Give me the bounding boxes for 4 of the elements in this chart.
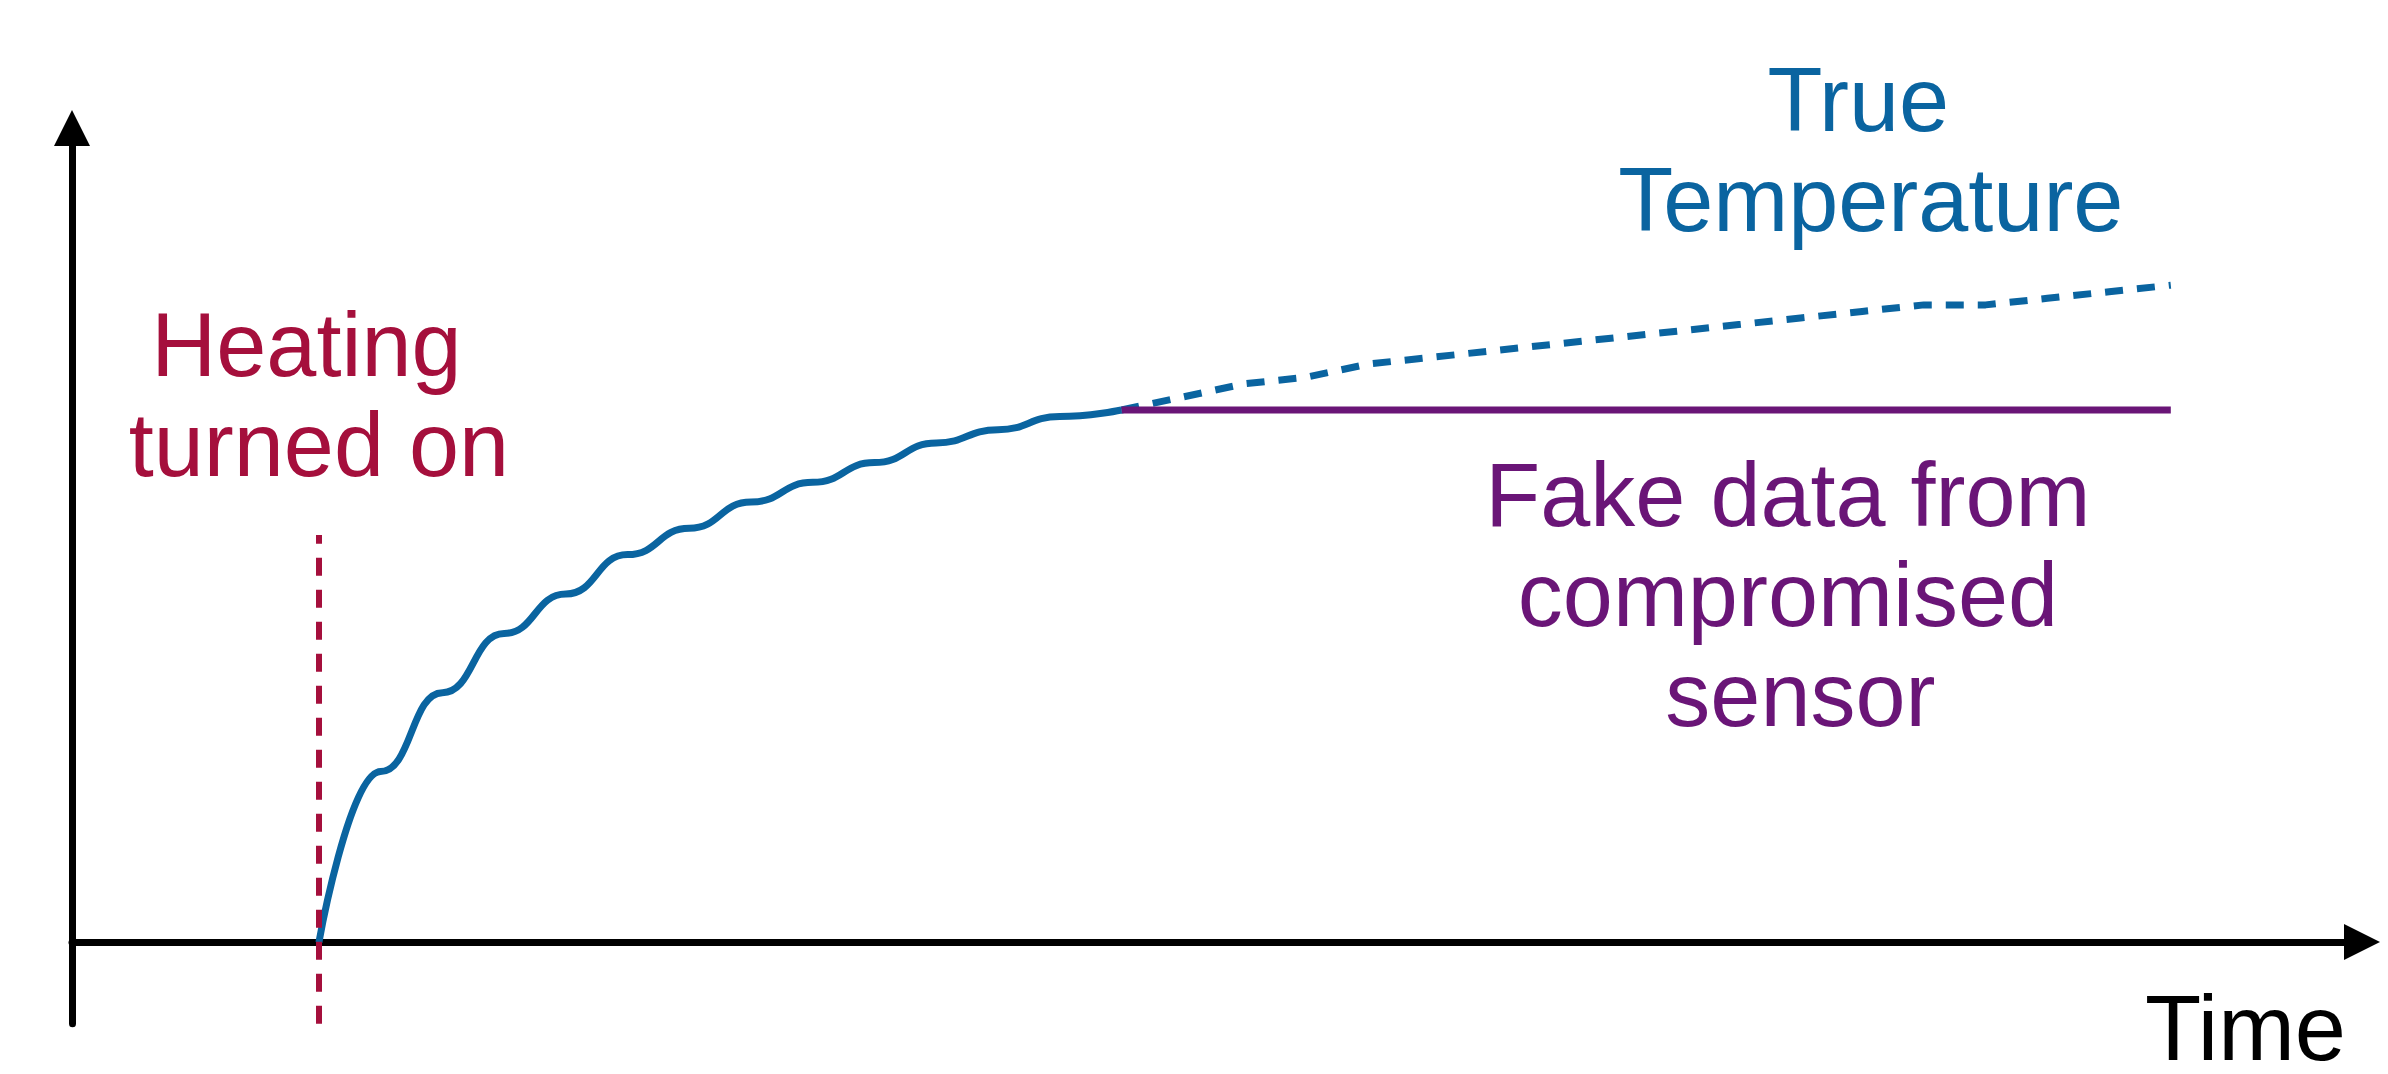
series-label: True Temperature	[1618, 50, 2124, 251]
series-label: Fake data from compromised sensor	[1485, 445, 2116, 746]
annotation: Heating turned on	[128, 294, 510, 495]
x-axis-title: Time	[2144, 977, 2346, 1074]
